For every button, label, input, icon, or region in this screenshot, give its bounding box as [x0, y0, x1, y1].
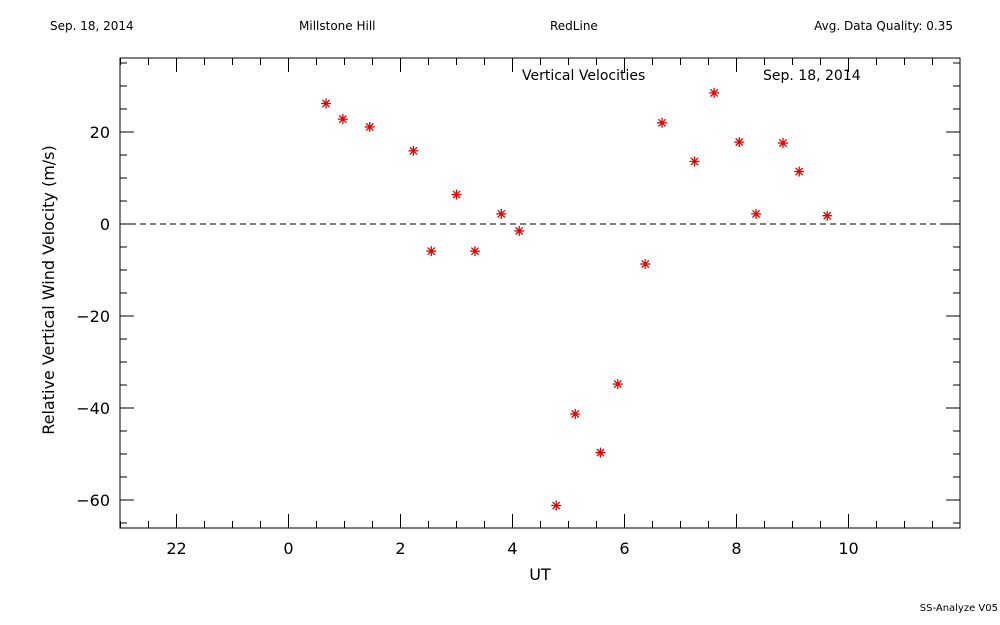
y-axis-label: Relative Vertical Wind Velocity (m/s): [39, 145, 58, 435]
data-point: [514, 225, 525, 236]
x-tick-label: 4: [507, 539, 517, 558]
y-tick-label: 20: [90, 123, 110, 142]
x-tick-label: 10: [838, 539, 858, 558]
data-point: [551, 500, 562, 511]
data-point: [794, 166, 805, 177]
data-point: [469, 246, 480, 257]
data-point: [709, 87, 720, 98]
data-point: [496, 208, 507, 219]
data-point: [612, 379, 623, 390]
y-tick-label: −60: [76, 491, 110, 510]
data-point: [751, 208, 762, 219]
x-tick-label: 0: [283, 539, 293, 558]
data-points: [321, 87, 833, 511]
data-point: [426, 246, 437, 257]
x-tick-label: 8: [731, 539, 741, 558]
data-point: [689, 156, 700, 167]
header-data-quality: Avg. Data Quality: 0.35: [814, 19, 953, 33]
data-point: [337, 114, 348, 125]
chart-subtitle: Sep. 18, 2014: [763, 68, 861, 84]
x-tick-label: 2: [395, 539, 405, 558]
y-tick-label: −40: [76, 399, 110, 418]
data-point: [640, 259, 651, 270]
data-point: [734, 137, 745, 148]
data-point: [570, 408, 581, 419]
chart-title: Vertical Velocities: [522, 68, 645, 84]
x-tick-label: 22: [166, 539, 186, 558]
axis-ticks: [120, 58, 960, 528]
header-site: Millstone Hill: [299, 19, 375, 33]
data-point: [451, 189, 462, 200]
data-point: [408, 145, 419, 156]
data-point: [321, 98, 332, 109]
data-point: [364, 121, 375, 132]
plot-frame: [119, 57, 961, 529]
y-tick-label: −20: [76, 307, 110, 326]
x-axis-label: UT: [529, 565, 551, 584]
tick-labels: 22 0 2 4 6 8 10 20 0 −20 −40 −60: [76, 123, 858, 558]
data-point: [657, 117, 668, 128]
header-date: Sep. 18, 2014: [50, 19, 134, 33]
data-point: [595, 447, 606, 458]
x-tick-label: 6: [619, 539, 629, 558]
data-point: [777, 138, 788, 149]
header-instrument: RedLine: [550, 19, 598, 33]
data-point: [822, 210, 833, 221]
y-tick-label: 0: [100, 215, 110, 234]
footer-version: SS-Analyze V05: [920, 603, 998, 614]
